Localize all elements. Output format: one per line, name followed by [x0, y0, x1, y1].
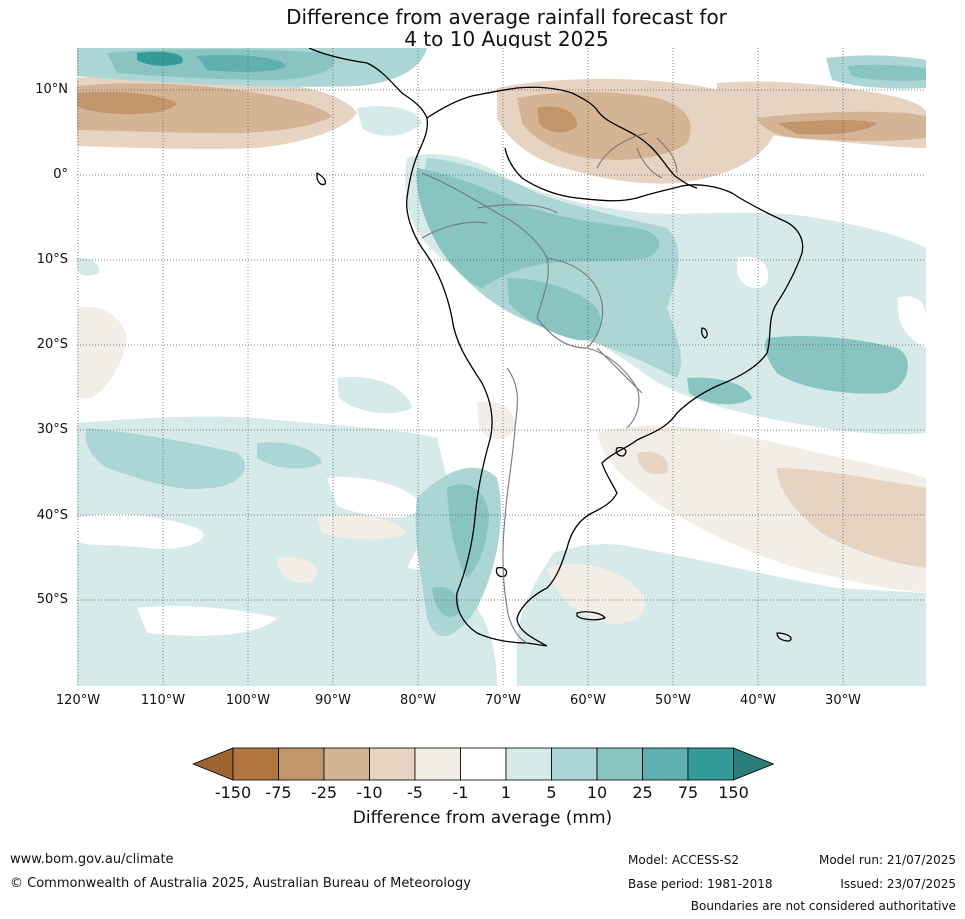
colorbar-cell — [414, 747, 461, 781]
model-name: Model: ACCESS-S2 — [628, 853, 740, 867]
website-link[interactable]: www.bom.gov.au/climate — [10, 852, 174, 867]
lat-label: 20°S — [36, 337, 68, 352]
colorbar-tick-label: -25 — [310, 783, 338, 802]
colorbar — [192, 747, 774, 781]
lon-label: 30°W — [825, 693, 861, 708]
boundaries-disclaimer: Boundaries are not considered authoritat… — [690, 899, 956, 913]
anomaly-fields — [77, 48, 926, 686]
rainfall-anomaly-map — [77, 48, 926, 686]
graticule — [77, 48, 926, 686]
colorbar-cell — [687, 747, 734, 781]
colorbar-tick-label: -75 — [265, 783, 292, 802]
lat-label: 40°S — [36, 508, 68, 523]
colorbar-cell — [278, 747, 325, 781]
map-title-line2: 4 to 10 August 2025 — [404, 27, 609, 51]
colorbar-tick-label: 150 — [718, 783, 749, 802]
lat-label: 10°N — [35, 82, 68, 97]
colorbar-cell — [505, 747, 552, 781]
national-borders — [421, 132, 678, 644]
lat-label: 30°S — [36, 422, 68, 437]
colorbar-cell — [551, 747, 598, 781]
lat-label: 50°S — [36, 592, 68, 607]
base-period: Base period: 1981-2018 — [628, 877, 773, 891]
map-title-line1: Difference from average rainfall forecas… — [286, 5, 727, 29]
issued-date: Issued: 23/07/2025 — [840, 877, 956, 891]
colorbar-cell — [460, 747, 507, 781]
colorbar-tick-label: -5 — [407, 783, 423, 802]
colorbar-extension-low — [192, 747, 234, 781]
colorbar-tick-label: -1 — [452, 783, 469, 802]
lat-label: 10°S — [36, 252, 68, 267]
colorbar-extension-high — [733, 747, 774, 781]
lon-label: 90°W — [315, 693, 351, 708]
coastlines — [308, 48, 804, 647]
colorbar-tick-label: 10 — [586, 783, 608, 802]
lon-label: 100°W — [225, 693, 271, 708]
lon-label: 50°W — [655, 693, 691, 708]
colorbar-tick-label: -150 — [214, 783, 252, 802]
colorbar-tick-label: 5 — [546, 783, 557, 802]
colorbar-cell — [596, 747, 643, 781]
colorbar-cell — [369, 747, 416, 781]
lon-label: 40°W — [740, 693, 776, 708]
colorbar-cell — [232, 747, 279, 781]
lon-label: 70°W — [485, 693, 521, 708]
colorbar-tick-label: 25 — [632, 783, 653, 802]
colorbar-tick-label: -10 — [356, 783, 383, 802]
colorbar-tick-label: 1 — [500, 783, 512, 802]
lon-label: 60°W — [570, 693, 606, 708]
colorbar-label: Difference from average (mm) — [352, 808, 613, 828]
lat-label: 0° — [53, 167, 68, 182]
colorbar-cell — [323, 747, 370, 781]
lon-label: 120°W — [55, 693, 101, 708]
model-run-date: Model run: 21/07/2025 — [818, 853, 956, 867]
colorbar-cell — [642, 747, 689, 781]
colorbar-tick-label: 75 — [677, 783, 699, 802]
lon-label: 80°W — [400, 693, 436, 708]
copyright-text: © Commonwealth of Australia 2025, Austra… — [10, 876, 471, 891]
lon-label: 110°W — [140, 693, 186, 708]
